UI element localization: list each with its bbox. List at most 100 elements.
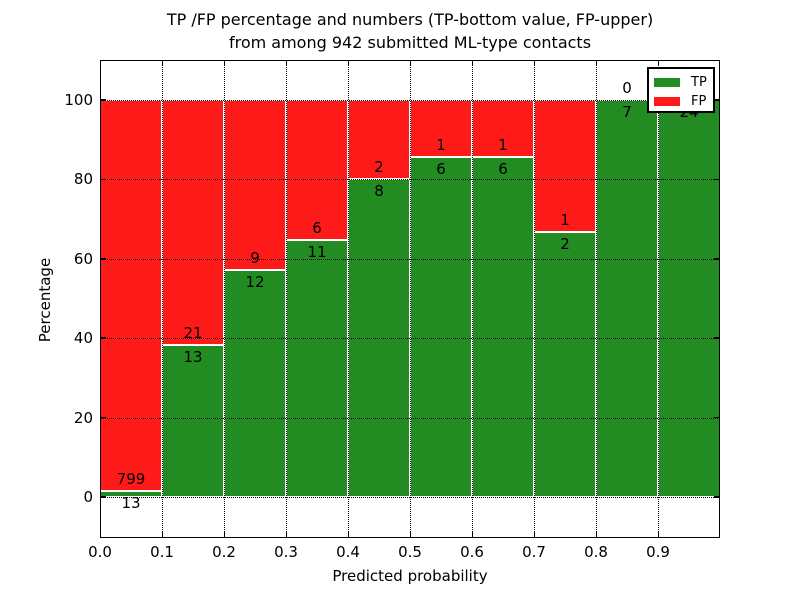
y-tick-mark: [714, 337, 720, 339]
x-tick-label: 0.2: [212, 543, 236, 561]
x-tick-label: 0.5: [398, 543, 422, 561]
x-tick-label: 0.8: [584, 543, 608, 561]
bar-segment-tp: [162, 345, 224, 497]
chart-title: TP /FP percentage and numbers (TP-bottom…: [100, 8, 720, 54]
bar-tp-count-label: 6: [498, 159, 508, 178]
bar-tp-count-label: 12: [245, 273, 265, 292]
bar-fp-count-label: 1: [498, 135, 508, 154]
bar-fp-count-label: 1: [436, 135, 446, 154]
y-tick-mark: [100, 99, 106, 101]
x-tick-mark: [161, 532, 163, 538]
x-tick-mark: [657, 60, 659, 66]
x-tick-label: 0.9: [646, 543, 670, 561]
v-gridline: [348, 60, 349, 538]
bar-tp-count-label: 13: [121, 493, 141, 512]
bar-tp-count-label: 7: [622, 103, 632, 121]
bar-segment-fp: [348, 100, 410, 180]
x-tick-label: 0.7: [522, 543, 546, 561]
x-tick-mark: [347, 532, 349, 538]
x-tick-label: 0.0: [88, 543, 112, 561]
x-tick-mark: [409, 532, 411, 538]
bar-segment-fp: [224, 100, 286, 271]
y-tick-mark: [714, 99, 720, 101]
v-gridline: [410, 60, 411, 538]
bar-tp-count-label: 13: [183, 348, 203, 367]
v-gridline: [534, 60, 535, 538]
x-tick-mark: [99, 532, 101, 538]
v-gridline: [286, 60, 287, 538]
bar-segment-fp: [534, 100, 596, 233]
v-gridline: [224, 60, 225, 538]
x-tick-mark: [223, 532, 225, 538]
x-tick-label: 0.1: [150, 543, 174, 561]
x-axis-label: Predicted probability: [332, 567, 488, 585]
legend-entry: TP: [654, 74, 713, 91]
x-tick-mark: [347, 60, 349, 66]
bar-segment-tp: [286, 240, 348, 497]
bar-fp-count-label: 0: [622, 79, 632, 97]
y-tick-mark: [100, 496, 106, 498]
y-tick-label: 20: [73, 408, 93, 427]
legend: TP FP: [647, 67, 715, 113]
y-tick-mark: [714, 258, 720, 260]
bar-fp-count-label: 6: [312, 219, 322, 238]
y-tick-label: 40: [73, 329, 93, 348]
bar-tp-count-label: 6: [436, 159, 446, 178]
y-tick-mark: [100, 258, 106, 260]
legend-entry: FP: [654, 93, 713, 110]
bar-fp-count-label: 9: [250, 249, 260, 268]
y-tick-mark: [714, 496, 720, 498]
chart-title-line2: from among 942 submitted ML-type contact…: [228, 33, 592, 52]
bar-fp-count-label: 799: [116, 469, 146, 488]
bar-segment-fp: [286, 100, 348, 241]
y-tick-mark: [714, 178, 720, 181]
x-tick-label: 0.3: [274, 543, 298, 561]
x-tick-label: 0.6: [460, 543, 484, 561]
plot-area: 7991321139126112816161207024: [99, 60, 720, 538]
x-tick-mark: [285, 60, 287, 66]
y-tick-label: 80: [73, 170, 93, 189]
bar-fp-count-label: 2: [374, 158, 384, 177]
x-tick-mark: [533, 532, 535, 538]
bar-tp-count-label: 2: [560, 235, 570, 254]
x-tick-mark: [657, 532, 659, 538]
bar-fp-count-label: 21: [183, 324, 203, 343]
x-tick-mark: [409, 60, 411, 66]
grid-layer: [100, 60, 720, 538]
x-tick-mark: [161, 60, 163, 66]
bar-fp-count-label: 1: [560, 211, 570, 230]
x-tick-mark: [223, 60, 225, 66]
ticks-layer: [99, 60, 720, 538]
y-tick-label: 60: [73, 249, 93, 268]
y-tick-mark: [100, 178, 106, 181]
y-tick-mark: [714, 416, 720, 419]
tp-color-swatch: [654, 78, 680, 87]
chart-title-line1: TP /FP percentage and numbers (TP-bottom…: [166, 10, 654, 29]
bar-segment-tp: [472, 156, 534, 497]
y-tick-label: 100: [64, 91, 93, 109]
legend-entry-label: TP: [691, 74, 707, 90]
bar-segment-tp: [410, 156, 472, 497]
bar-segment-tp: [534, 232, 596, 497]
bar-tp-count-label: 11: [307, 243, 327, 262]
v-gridline: [596, 60, 597, 538]
y-tick-mark: [100, 337, 106, 339]
x-tick-mark: [471, 532, 473, 538]
v-gridline: [472, 60, 473, 538]
v-gridline: [162, 60, 163, 538]
y-tick-label: 0: [83, 488, 93, 506]
x-tick-mark: [99, 60, 101, 66]
x-tick-label: 0.4: [336, 543, 360, 561]
x-tick-mark: [533, 60, 535, 66]
x-tick-mark: [285, 532, 287, 538]
x-tick-mark: [471, 60, 473, 66]
bar-tp-count-label: 8: [374, 182, 384, 201]
y-tick-mark: [100, 416, 106, 419]
v-gridline: [658, 60, 659, 538]
legend-entry-label: FP: [691, 93, 707, 109]
bar-segment-tp: [596, 100, 658, 497]
x-tick-mark: [595, 532, 597, 538]
x-tick-mark: [595, 60, 597, 66]
fp-color-swatch: [654, 97, 680, 106]
